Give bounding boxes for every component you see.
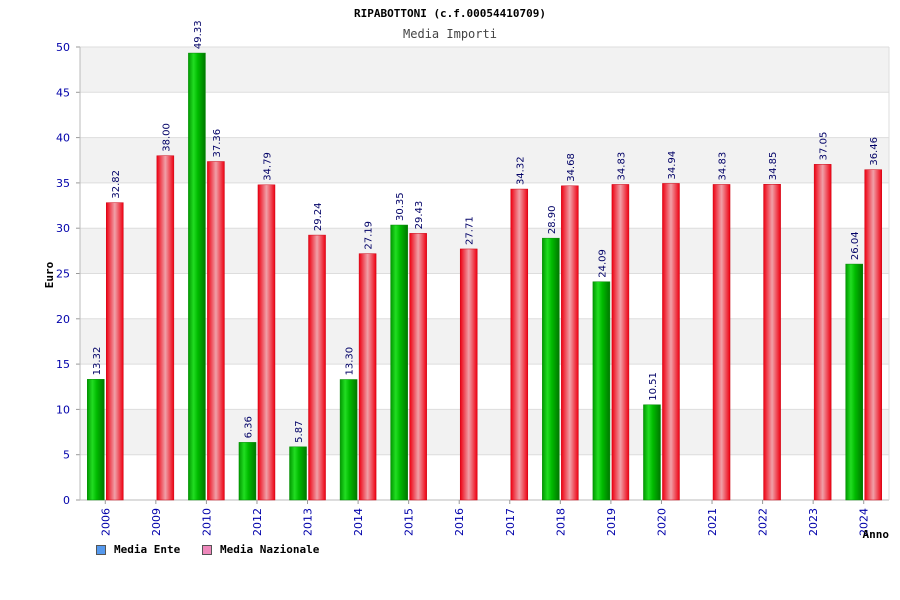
x-tick-label: 2006 (99, 508, 112, 536)
bar (257, 184, 276, 501)
chart-subtitle: Media Importi (403, 27, 497, 41)
data-label: 37.36 (212, 129, 223, 158)
y-tick-label: 35 (56, 177, 70, 190)
data-label: 49.33 (193, 20, 204, 49)
bar (845, 263, 863, 501)
bar (289, 446, 307, 501)
bar (156, 155, 175, 501)
data-label: 37.05 (819, 132, 830, 161)
data-label: 24.09 (597, 249, 608, 278)
bar (238, 442, 257, 501)
bar (409, 233, 427, 501)
x-tick-label: 2010 (200, 508, 213, 536)
x-tick-label: 2013 (302, 508, 315, 536)
y-tick-label: 10 (56, 403, 70, 416)
data-label: 13.32 (92, 347, 103, 376)
data-label: 29.43 (414, 201, 425, 230)
x-tick-label: 2020 (655, 508, 668, 536)
y-tick-label: 20 (56, 313, 70, 326)
bar (712, 184, 731, 501)
plot-area: 0 5 10 15 20 25 30 35 40 45 50 2006 13.32 32.82 2009 38… (56, 20, 890, 536)
y-tick-label: 45 (56, 86, 70, 99)
data-label: 30.35 (395, 192, 406, 221)
grid-band (80, 47, 889, 93)
bar (542, 237, 560, 501)
data-label: 27.19 (364, 221, 375, 250)
data-label: 10.51 (648, 372, 659, 401)
data-label: 34.79 (262, 152, 273, 181)
y-tick-label: 40 (56, 132, 70, 145)
x-tick-label: 2019 (605, 508, 618, 536)
legend-item-media-ente: Media Ente (96, 543, 180, 556)
y-tick-label: 0 (63, 494, 70, 507)
legend-item-media-nazionale: Media Nazionale (202, 543, 319, 556)
y-tick-label: 5 (63, 449, 70, 462)
y-tick-label: 15 (56, 358, 70, 371)
x-tick-label: 2021 (706, 508, 719, 536)
bar (561, 185, 579, 501)
bar (339, 379, 358, 501)
bar (592, 281, 611, 501)
data-label: 34.68 (566, 153, 577, 182)
data-label: 13.30 (345, 347, 356, 376)
data-label: 5.87 (294, 421, 305, 443)
bar (611, 184, 630, 501)
data-label: 32.82 (111, 170, 122, 199)
x-tick-label: 2023 (807, 508, 820, 536)
data-label: 27.71 (465, 216, 476, 245)
x-tick-label: 2016 (453, 508, 466, 536)
x-tick-label: 2015 (403, 508, 416, 536)
data-label: 36.46 (869, 137, 880, 166)
bar (864, 169, 882, 501)
bar (459, 248, 478, 501)
data-label: 29.24 (313, 202, 324, 231)
data-label: 34.83 (718, 152, 729, 181)
y-tick-label: 30 (56, 222, 70, 235)
bar (358, 253, 377, 501)
legend-label-ente: Media Ente (114, 543, 181, 556)
y-axis-label: Euro (43, 261, 56, 288)
y-tick-label: 25 (56, 268, 70, 281)
legend-label-nazionale: Media Nazionale (220, 543, 320, 556)
data-label: 28.90 (547, 206, 558, 235)
data-label: 34.83 (616, 152, 627, 181)
bar (643, 404, 661, 501)
x-tick-label: 2024 (858, 508, 871, 536)
bar (763, 184, 781, 501)
x-tick-label: 2022 (757, 508, 770, 536)
data-label: 34.85 (768, 152, 779, 181)
bar (106, 202, 124, 501)
data-label: 34.94 (667, 151, 678, 180)
bar (308, 234, 326, 501)
y-tick-label: 50 (56, 41, 70, 54)
data-label: 38.00 (161, 123, 172, 152)
legend-swatch-ente (96, 544, 106, 555)
x-tick-label: 2012 (251, 508, 264, 536)
chart-title: RIPABOTTONI (c.f.00054410709) (354, 7, 546, 20)
bar (662, 183, 680, 501)
data-label: 34.32 (515, 156, 526, 185)
bar (188, 52, 206, 501)
bar (87, 379, 105, 501)
bar (207, 161, 225, 501)
x-tick-label: 2014 (352, 508, 365, 536)
x-tick-label: 2017 (504, 508, 517, 536)
bar (390, 224, 408, 501)
data-label: 26.04 (850, 231, 861, 260)
x-tick-label: 2018 (554, 508, 567, 536)
x-tick-label: 2009 (150, 508, 163, 536)
data-label: 6.36 (243, 416, 254, 438)
bar (813, 164, 832, 501)
x-axis-label: Anno (863, 528, 890, 541)
bar (510, 188, 529, 501)
legend-swatch-nazionale (202, 544, 212, 555)
